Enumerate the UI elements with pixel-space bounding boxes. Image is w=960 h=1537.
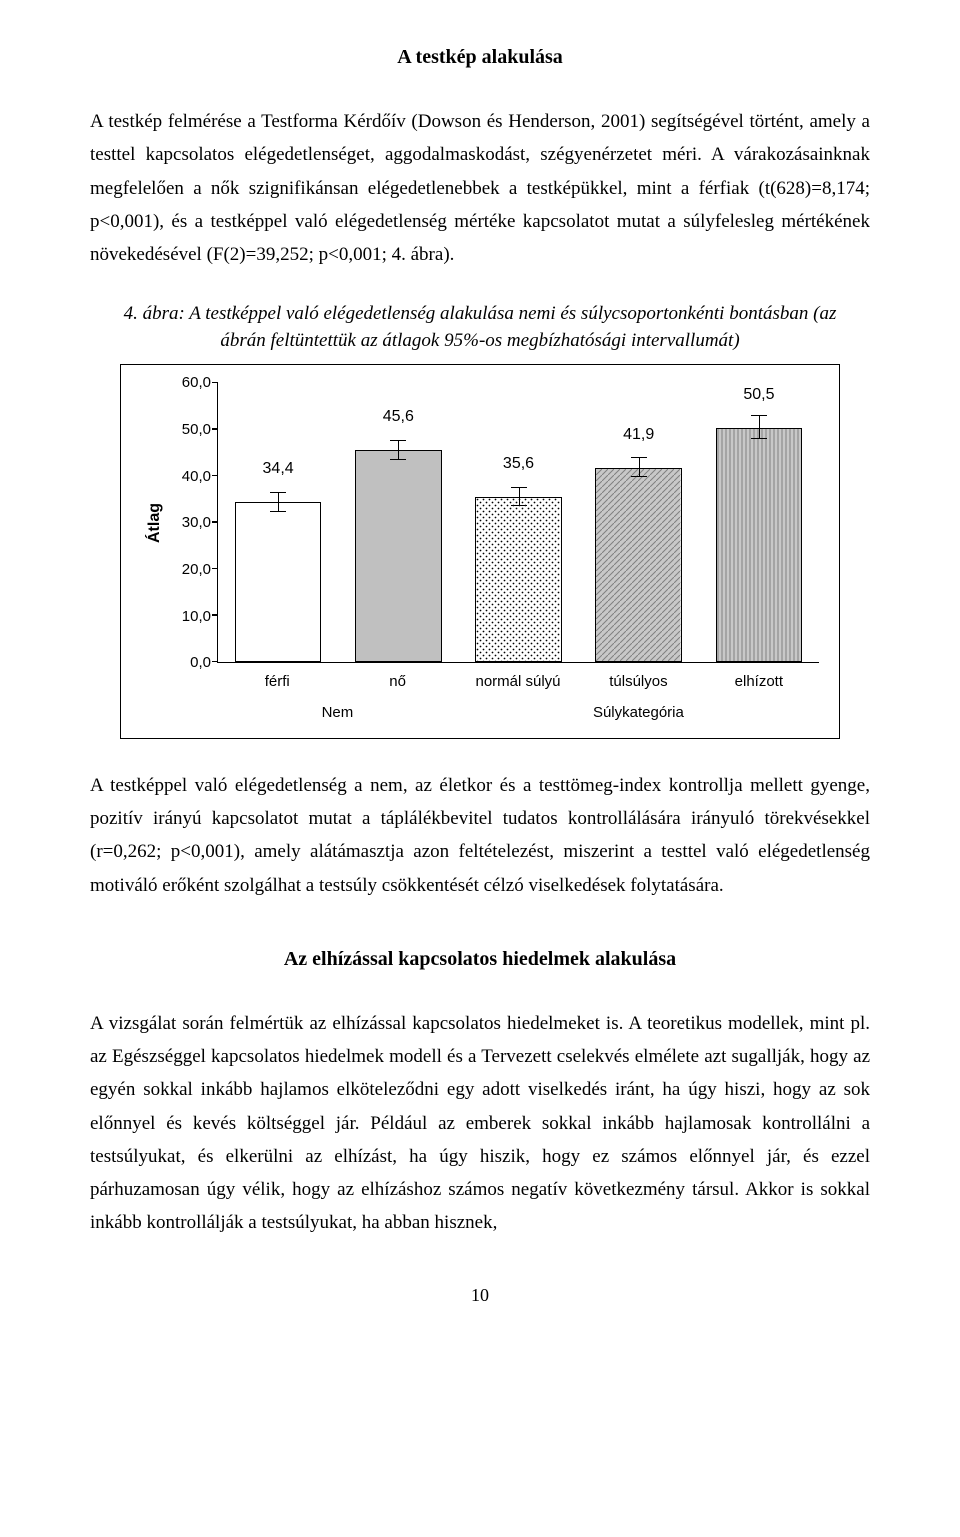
x-category-label: nő <box>337 669 457 695</box>
bar-value-label: 45,6 <box>356 403 441 431</box>
page: A testkép alakulása A testkép felmérése … <box>0 0 960 1371</box>
y-tick-label: 10,0 <box>182 604 211 630</box>
bar: 34,4 <box>235 502 322 662</box>
y-tick-label: 20,0 <box>182 557 211 583</box>
error-bar <box>278 493 279 512</box>
y-tick-label: 0,0 <box>190 650 211 676</box>
bar: 41,9 <box>595 468 682 663</box>
x-category-label: túlsúlyos <box>578 669 698 695</box>
bar: 50,5 <box>716 428 803 663</box>
x-group-label: Súlykategória <box>458 700 819 726</box>
section-title: Az elhízással kapcsolatos hiedelmek alak… <box>90 942 870 977</box>
section-title: A testkép alakulása <box>90 40 870 75</box>
y-tick-label: 40,0 <box>182 464 211 490</box>
error-bar <box>759 416 760 439</box>
body-paragraph: A testképpel való elégedetlenség a nem, … <box>90 769 870 902</box>
x-category-label: elhízott <box>699 669 819 695</box>
bar-value-label: 41,9 <box>596 421 681 449</box>
body-paragraph: A vizsgálat során felmértük az elhízássa… <box>90 1007 870 1240</box>
bar-value-label: 34,4 <box>236 455 321 483</box>
x-group-label: Nem <box>217 700 458 726</box>
x-category-label: normál súlyú <box>458 669 578 695</box>
bar-value-label: 35,6 <box>476 450 561 478</box>
y-tick-label: 50,0 <box>182 417 211 443</box>
error-bar <box>639 458 640 477</box>
bar-cell: 50,5 <box>699 383 819 662</box>
bar-cell: 45,6 <box>338 383 458 662</box>
figure-caption: 4. ábra: A testképpel való elégedetlensé… <box>110 301 851 354</box>
y-tick-label: 60,0 <box>182 370 211 396</box>
bar-value-label: 50,5 <box>717 381 802 409</box>
x-category-label: férfi <box>217 669 337 695</box>
bar-chart: Átlag 0,0 10,0 20,0 30,0 40,0 50,0 60,0 34,4 45,6… <box>120 364 840 739</box>
bar-cell: 34,4 <box>218 383 338 662</box>
y-axis-label: Átlag <box>141 383 169 663</box>
bar-cell: 41,9 <box>579 383 699 662</box>
y-tick-label: 30,0 <box>182 510 211 536</box>
error-bar <box>398 441 399 460</box>
bar-cell: 35,6 <box>458 383 578 662</box>
page-number: 10 <box>90 1280 870 1312</box>
bar: 45,6 <box>355 450 442 662</box>
bar: 35,6 <box>475 497 562 663</box>
body-paragraph: A testkép felmérése a Testforma Kérdőív … <box>90 105 870 271</box>
error-bar <box>519 488 520 507</box>
